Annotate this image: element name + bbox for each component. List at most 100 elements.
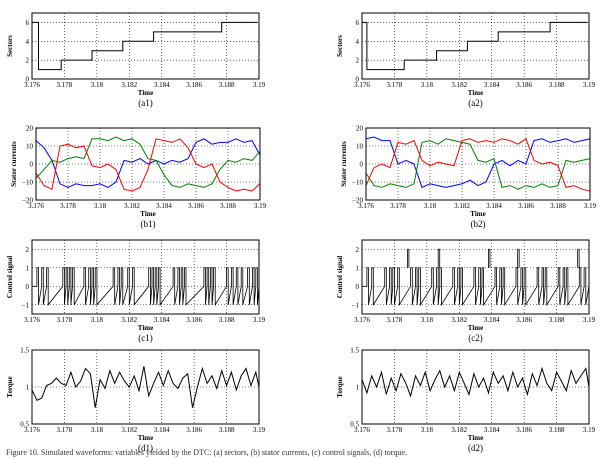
x-tick-label: 3.176 — [354, 81, 370, 89]
series-line-d2-0 — [362, 366, 589, 398]
x-tick-label: 3.184 — [486, 202, 502, 210]
y-tick-label: −10 — [22, 179, 33, 187]
y-axis-title: Stator currents — [340, 141, 348, 187]
x-axis-title: Time — [138, 434, 153, 442]
x-tick-label: 3.188 — [549, 81, 565, 89]
figure-caption-footer: Figure 10. Simulated waveforms: variable… — [6, 448, 407, 457]
y-tick-label: −20 — [352, 197, 363, 205]
x-tick-label: 3.182 — [454, 202, 470, 210]
x-axis-title: Time — [470, 210, 485, 218]
x-tick-label: 3.188 — [220, 202, 236, 210]
control-spike — [437, 248, 441, 268]
series-line-b1-1 — [36, 136, 260, 188]
x-tick-label: 3.178 — [387, 81, 403, 89]
x-tick-label: 3.186 — [186, 426, 202, 434]
x-tick-label: 3.182 — [451, 316, 467, 324]
series-line-b1-0 — [36, 138, 260, 188]
subplot-caption: (c1) — [138, 333, 153, 343]
plot-frame — [361, 239, 590, 315]
x-axis-title: Time — [468, 324, 483, 332]
series-line-d1-0 — [32, 366, 259, 408]
x-tick-label: 3.178 — [57, 81, 73, 89]
subplot-caption: (b2) — [471, 219, 486, 229]
x-tick-label: 3.186 — [186, 81, 202, 89]
y-tick-label: 1.5 — [20, 347, 29, 355]
y-tick-label: 10 — [26, 143, 34, 151]
series-line-c2 — [362, 267, 589, 307]
y-tick-label: 1.5 — [350, 347, 359, 355]
y-tick-label: 20 — [26, 125, 34, 133]
y-tick-label: 6 — [26, 19, 30, 27]
x-tick-label: 3.18 — [421, 426, 434, 434]
control-spike — [577, 248, 580, 268]
subplot-c2: 3.176 3.178 3.18 3.182 3.184 3.186 3.188 3.19 −1… — [336, 239, 596, 343]
y-tick-label: 1 — [26, 264, 30, 272]
x-tick-label: 3.19 — [583, 81, 596, 89]
x-tick-label: 3.176 — [24, 81, 40, 89]
y-tick-label: 0 — [30, 161, 34, 169]
x-tick-label: 3.19 — [584, 202, 597, 210]
y-axis-title: Stator currents — [10, 141, 18, 187]
x-tick-label: 3.186 — [516, 316, 532, 324]
x-tick-label: 3.178 — [390, 202, 406, 210]
y-tick-label: 0.5 — [20, 421, 29, 429]
x-tick-label: 3.188 — [549, 426, 565, 434]
x-tick-label: 3.186 — [186, 316, 202, 324]
x-tick-label: 3.186 — [516, 426, 532, 434]
x-tick-label: 3.184 — [154, 316, 170, 324]
subplot-a2: 3.176 3.178 3.18 3.182 3.184 3.186 3.188 3.19 0 2… — [336, 12, 596, 108]
x-tick-label: 3.188 — [219, 81, 235, 89]
y-tick-label: 1 — [356, 384, 360, 392]
y-tick-label: −1 — [352, 301, 360, 309]
x-tick-label: 3.182 — [124, 202, 140, 210]
series-line-b2-2 — [366, 138, 590, 192]
x-axis-title: Time — [138, 324, 153, 332]
y-tick-label: 1 — [26, 384, 30, 392]
y-tick-label: 0 — [356, 76, 360, 84]
y-tick-label: 0.5 — [350, 421, 359, 429]
x-tick-label: 3.18 — [94, 202, 107, 210]
y-tick-label: 10 — [356, 143, 364, 151]
x-tick-label: 3.19 — [253, 81, 266, 89]
y-tick-label: 2 — [356, 57, 360, 65]
x-tick-label: 3.178 — [60, 202, 76, 210]
y-tick-label: 4 — [26, 38, 30, 46]
x-tick-label: 3.184 — [156, 202, 172, 210]
x-tick-label: 3.188 — [219, 316, 235, 324]
subplot-c1: 3.176 3.178 3.18 3.182 3.184 3.186 3.188 3.19 −1… — [6, 239, 266, 343]
y-tick-label: 0 — [26, 283, 30, 291]
plot-frame — [31, 239, 260, 315]
x-tick-label: 3.178 — [387, 316, 403, 324]
x-tick-label: 3.176 — [24, 316, 40, 324]
y-tick-label: 0 — [360, 161, 364, 169]
x-axis-title: Time — [140, 210, 155, 218]
y-axis-title: Torque — [336, 376, 344, 397]
y-tick-label: 6 — [356, 19, 360, 27]
y-axis-title: Control signal — [336, 256, 344, 299]
x-tick-label: 3.182 — [451, 426, 467, 434]
y-axis-title: Control signal — [6, 256, 14, 299]
x-tick-label: 3.176 — [358, 202, 374, 210]
x-axis-title: Time — [468, 434, 483, 442]
subplot-caption: (d2) — [468, 443, 483, 453]
plot-frame — [31, 349, 260, 425]
x-tick-label: 3.18 — [91, 81, 104, 89]
x-tick-label: 3.188 — [219, 426, 235, 434]
x-tick-label: 3.18 — [421, 81, 434, 89]
x-tick-label: 3.186 — [188, 202, 204, 210]
x-tick-label: 3.19 — [254, 202, 267, 210]
y-tick-label: 2 — [26, 246, 30, 254]
x-tick-label: 3.19 — [583, 316, 596, 324]
control-spike — [407, 248, 410, 268]
y-tick-label: −1 — [22, 301, 30, 309]
y-tick-label: −10 — [352, 179, 363, 187]
x-tick-label: 3.18 — [91, 316, 104, 324]
x-tick-label: 3.178 — [57, 426, 73, 434]
x-tick-label: 3.182 — [121, 426, 137, 434]
x-tick-label: 3.178 — [57, 316, 73, 324]
y-axis-title: Torque — [6, 376, 14, 397]
x-tick-label: 3.182 — [121, 316, 137, 324]
x-tick-label: 3.188 — [549, 316, 565, 324]
y-tick-label: −20 — [22, 197, 33, 205]
